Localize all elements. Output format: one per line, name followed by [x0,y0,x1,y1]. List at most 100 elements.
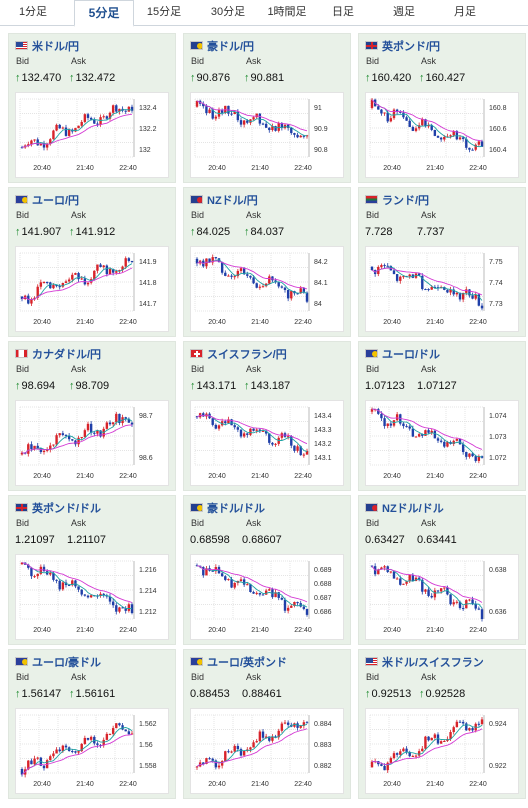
chart-thumbnail[interactable]: 0.689 0.688 0.687 0.686 20:40 21:40 22:40 [190,554,344,640]
chart-thumbnail[interactable]: 160.8 160.6 160.4 20:40 21:40 22:40 [365,92,519,178]
currency-pair-link[interactable]: 豪ドル/ドル [207,503,266,515]
currency-pair-link[interactable]: ユーロ/英ポンド [207,657,288,669]
candle-body [283,287,287,290]
rate-card[interactable]: カナダドル/円 Bid Ask ↑98.694 ↑98.709 98.7 98.6 20:40… [8,341,176,491]
up-arrow-icon: ↑ [244,380,250,392]
currency-pair-link[interactable]: 米ドル/円 [32,41,80,53]
chart-thumbnail[interactable]: 141.9 141.8 141.7 20:40 21:40 22:40 [15,246,169,332]
candle-body [220,761,224,766]
rate-card[interactable]: 英ポンド/円 Bid Ask ↑160.420 ↑160.427 160.8 160.6 16… [358,33,526,183]
currency-pair-link[interactable]: ユーロ/豪ドル [32,657,102,669]
currency-pair-link[interactable]: カナダドル/円 [32,349,102,361]
currency-pair-link[interactable]: ユーロ/円 [32,195,80,207]
up-arrow-icon: ↑ [69,72,75,84]
chart-thumbnail[interactable]: 91 90.9 90.8 20:40 21:40 22:40 [190,92,344,178]
candle-body [433,734,437,738]
candle-body [74,128,77,132]
chart-thumbnail[interactable]: 132.4 132.2 132 20:40 21:40 22:40 [15,92,169,178]
tab-1[interactable]: 1分足 [18,6,48,18]
candle-body [246,584,249,586]
candle-body [471,149,474,151]
currency-pair-link[interactable]: ユーロ/ドル [382,349,441,361]
candle-body [230,751,233,753]
rate-card[interactable]: 米ドル/円 Bid Ask ↑132.470 ↑132.472 132.4 132.2 132… [8,33,176,183]
candle-body [286,607,290,611]
candle-body [224,272,227,276]
rate-card[interactable]: 豪ドル/円 Bid Ask ↑90.876 ↑90.881 91 90.9 90.8 20:40… [183,33,351,183]
candle-body [258,731,262,742]
chart-thumbnail[interactable]: 1.562 1.56 1.558 20:40 21:40 22:40 [15,708,169,794]
tab-7[interactable]: 週足 [393,6,415,18]
currency-pair-link[interactable]: スイスフラン/円 [207,349,287,361]
candle-body [252,117,255,120]
tab-5[interactable]: 1時間足 [267,6,307,18]
currency-pair-link[interactable]: NZドル/円 [207,195,258,207]
candle-body [52,285,55,289]
bid-label: Bid [366,364,380,374]
ask-price: 0.68607 [242,534,282,546]
rate-card[interactable]: ユーロ/ドル Bid Ask 1.07123 1.07127 1.074 1.073 1.07… [358,341,526,491]
rate-card[interactable]: 英ポンド/ドル Bid Ask 1.21097 1.21107 1.216 1.214 1.2… [8,495,176,645]
candle-body [302,135,306,137]
chart-thumbnail[interactable]: 0.884 0.883 0.882 20:40 21:40 22:40 [190,708,344,794]
candle-body [383,265,386,267]
y-tick-label: 0.689 [314,567,332,574]
up-arrow-icon: ↑ [190,226,196,238]
candle-body [77,751,80,753]
candle-body [233,425,236,428]
x-tick-label: 22:40 [294,165,312,172]
chart-thumbnail[interactable]: 1.074 1.073 1.072 20:40 21:40 22:40 [365,400,519,486]
rate-card[interactable]: ユーロ/豪ドル Bid Ask ↑1.56147 ↑1.56161 1.562 1.56 1.… [8,649,176,799]
candle-body [286,289,290,299]
candle-body [277,282,280,287]
tab-6[interactable]: 日足 [332,6,354,18]
chart-thumbnail[interactable]: 0.638 0.636 20:40 21:40 22:40 [365,554,519,640]
chart-thumbnail[interactable]: 7.75 7.74 7.73 20:40 21:40 22:40 [365,246,519,332]
candle-body [268,589,271,591]
y-tick-label: 0.688 [314,581,332,588]
candlestick-chart: 141.9 141.8 141.7 20:40 21:40 22:40 [19,252,157,326]
currency-pair-link[interactable]: 英ポンド/円 [382,41,441,53]
candlestick-chart: 0.638 0.636 20:40 21:40 22:40 [369,560,507,634]
rate-card[interactable]: ユーロ/英ポンド Bid Ask 0.88453 0.88461 0.884 0.883 0.… [183,649,351,799]
currency-pair-link[interactable]: 豪ドル/円 [207,41,255,53]
candle-body [296,134,299,138]
candle-body [214,760,218,768]
chart-thumbnail[interactable]: 1.216 1.214 1.212 20:40 21:40 22:40 [15,554,169,640]
tab-3[interactable]: 15分足 [146,6,182,18]
candle-body [249,428,252,435]
chart-thumbnail[interactable]: 0.924 0.922 20:40 21:40 22:40 [365,708,519,794]
x-tick-label: 22:40 [294,627,312,634]
currency-pair-link[interactable]: 米ドル/スイスフラン [382,657,484,669]
candle-body [305,722,309,724]
candle-body [93,432,96,434]
tab-8[interactable]: 月足 [454,6,476,18]
currency-pair-link[interactable]: NZドル/ドル [382,503,444,515]
rate-card[interactable]: 米ドル/スイスフラン Bid Ask ↑0.92513 ↑0.92528 0.924 0.9… [358,649,526,799]
rate-card[interactable]: NZドル/円 Bid Ask ↑84.025 ↑84.037 84.2 84.1 84 20:4… [183,187,351,337]
up-arrow-icon: ↑ [190,380,196,392]
currency-pair-link[interactable]: ランド/円 [382,195,430,207]
candle-body [71,439,74,441]
chart-thumbnail[interactable]: 84.2 84.1 84 20:40 21:40 22:40 [190,246,344,332]
tab-4[interactable]: 30分足 [210,6,246,18]
chart-thumbnail[interactable]: 143.4 143.3 143.2 143.1 20:40 21:40 22:40 [190,400,344,486]
rate-card[interactable]: NZドル/ドル Bid Ask 0.63427 0.63441 0.638 0.636 20:… [358,495,526,645]
tab-2[interactable]: 5分足 [74,0,134,27]
candle-body [411,755,415,757]
currency-pair-link[interactable]: 英ポンド/ドル [32,503,102,515]
ask-label: Ask [421,672,437,682]
candle-body [449,732,452,739]
candle-body [239,120,243,125]
bid-price: 7.728 [365,226,393,238]
chart-thumbnail[interactable]: 98.7 98.6 20:40 21:40 22:40 [15,400,169,486]
candle-body [230,275,233,277]
rate-card[interactable]: ランド/円 Bid Ask 7.728 7.737 7.75 7.74 7.73 20:40 21… [358,187,526,337]
bid-price: 90.876 [196,72,231,84]
rate-card[interactable]: 豪ドル/ドル Bid Ask 0.68598 0.68607 0.689 0.688 0.68… [183,495,351,645]
candle-body [477,141,481,145]
rate-card[interactable]: スイスフラン/円 Bid Ask ↑143.171 ↑143.187 143.4 143.3… [183,341,351,491]
x-tick-label: 21:40 [76,781,94,788]
rate-card[interactable]: ユーロ/円 Bid Ask ↑141.907 ↑141.912 141.9 141.8 141… [8,187,176,337]
candle-body [99,264,102,268]
